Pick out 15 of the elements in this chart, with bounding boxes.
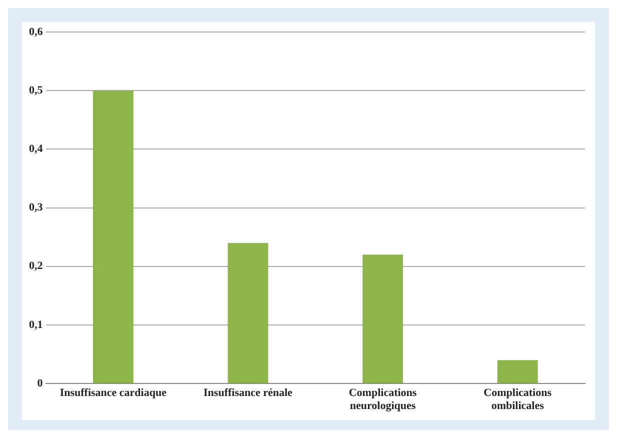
y-tick-label: 0: [37, 377, 44, 390]
bar: [92, 90, 134, 384]
y-tick-label: 0,6: [29, 26, 44, 38]
x-tick-label: Complications ombilicales: [484, 387, 552, 412]
y-tick-label: 0,4: [29, 143, 44, 156]
bar: [362, 254, 404, 384]
y-tick-label: 0,5: [29, 84, 44, 96]
bar: [497, 360, 538, 384]
y-tick-label: 0,2: [29, 260, 44, 272]
y-tick-label: 0,3: [29, 202, 44, 214]
x-tick-label: Insuffisance rénale: [204, 387, 293, 400]
x-tick-label: Insuffisance cardiaque: [60, 387, 167, 400]
y-tick-label: 0,1: [29, 318, 43, 331]
bar: [228, 242, 268, 384]
x-tick-label: Complications neurologiques: [348, 387, 418, 412]
